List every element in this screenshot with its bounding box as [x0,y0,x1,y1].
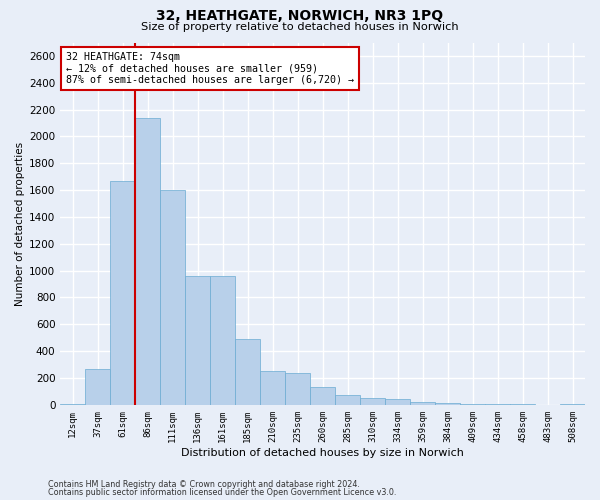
Bar [110,180,135,405]
Text: 32, HEATHGATE, NORWICH, NR3 1PQ: 32, HEATHGATE, NORWICH, NR3 1PQ [157,9,443,23]
Bar [185,276,210,405]
Bar [310,388,335,405]
Bar [410,402,435,405]
Bar [210,276,235,405]
Bar [360,398,385,405]
Bar [235,339,260,405]
Bar [560,404,585,405]
Text: Contains HM Land Registry data © Crown copyright and database right 2024.: Contains HM Land Registry data © Crown c… [48,480,360,489]
Bar [335,395,360,405]
Bar [260,372,285,405]
Bar [385,400,410,405]
X-axis label: Distribution of detached houses by size in Norwich: Distribution of detached houses by size … [181,448,464,458]
Bar [435,403,460,405]
Bar [160,190,185,405]
Bar [510,404,535,405]
Y-axis label: Number of detached properties: Number of detached properties [15,142,25,306]
Text: 32 HEATHGATE: 74sqm
← 12% of detached houses are smaller (959)
87% of semi-detac: 32 HEATHGATE: 74sqm ← 12% of detached ho… [65,52,353,85]
Text: Size of property relative to detached houses in Norwich: Size of property relative to detached ho… [141,22,459,32]
Bar [285,372,310,405]
Bar [460,404,485,405]
Bar [135,118,160,405]
Text: Contains public sector information licensed under the Open Government Licence v3: Contains public sector information licen… [48,488,397,497]
Bar [85,368,110,405]
Bar [485,404,510,405]
Bar [60,404,85,405]
